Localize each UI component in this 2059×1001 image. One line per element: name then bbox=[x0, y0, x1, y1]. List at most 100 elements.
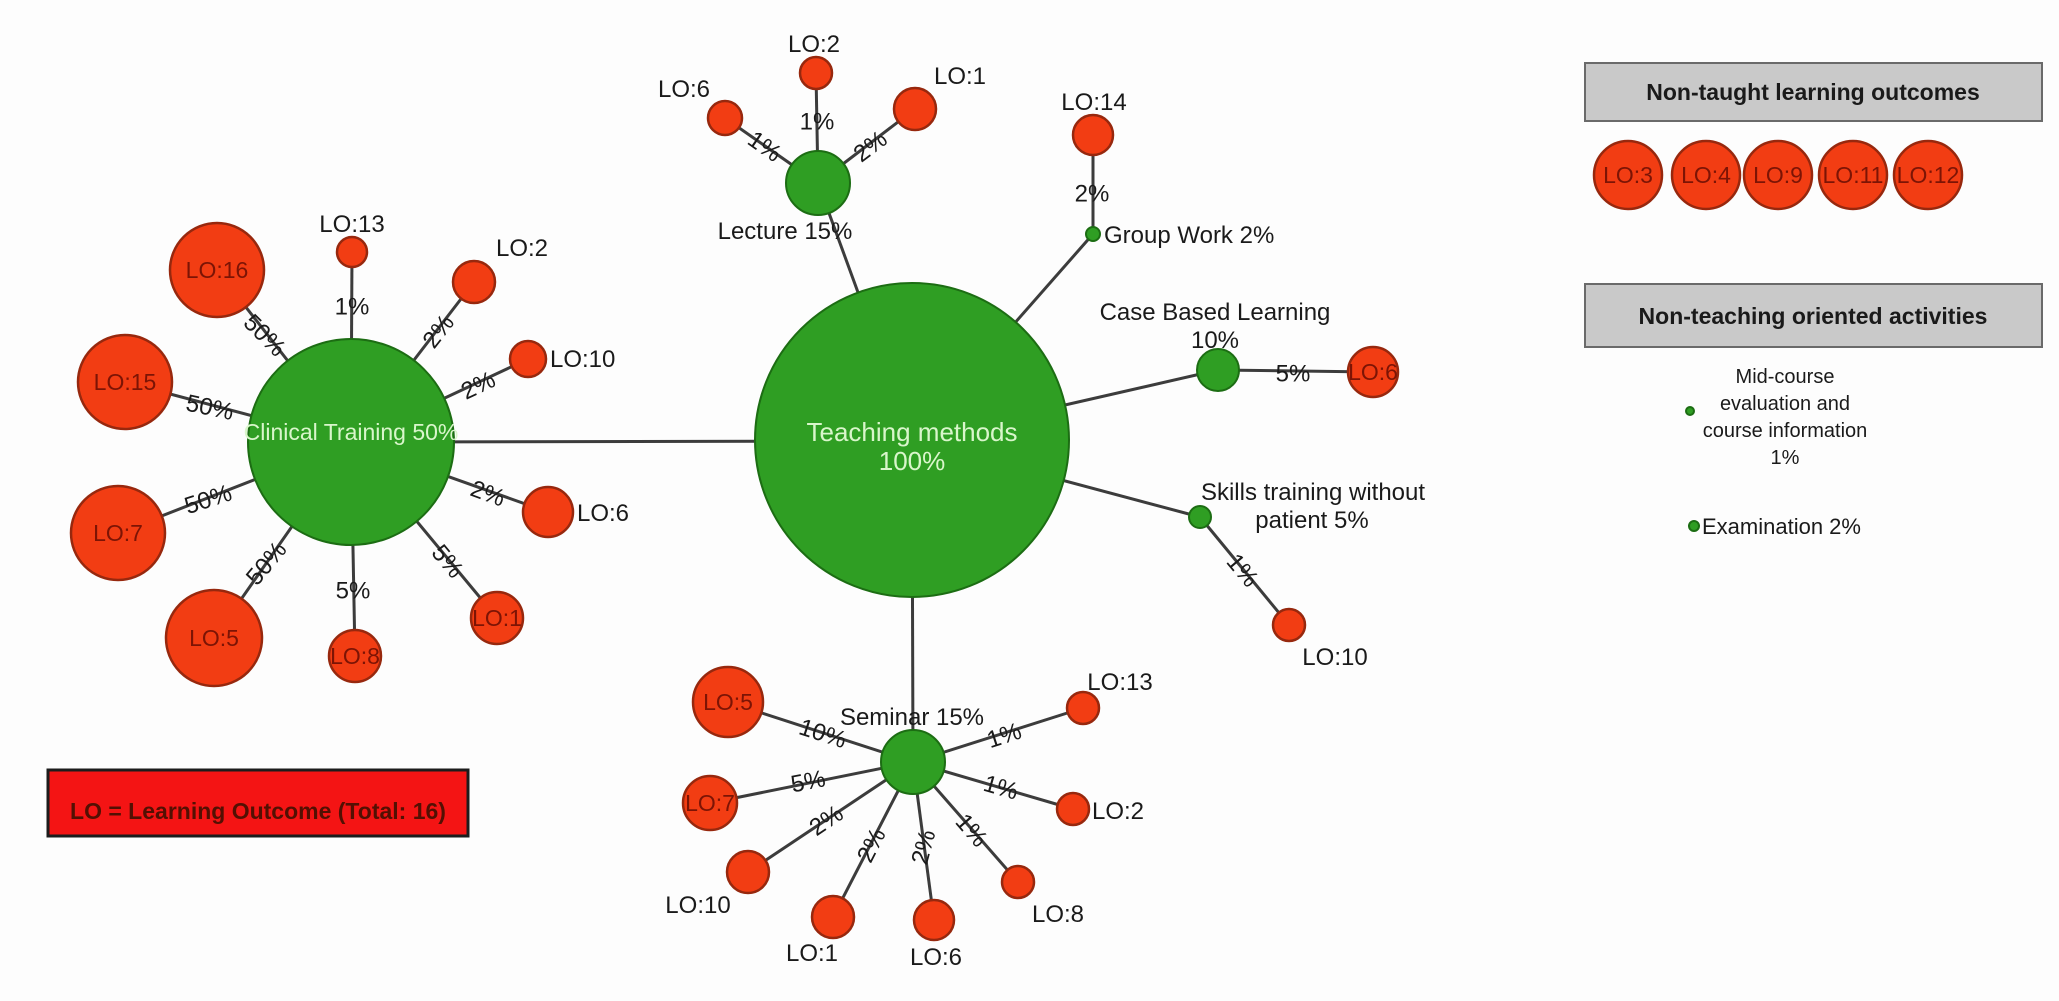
outcome-outer-labels: LO:13 LO:2 LO:10 LO:6 LO:6 LO:2 LO:1 LO:… bbox=[319, 31, 1367, 971]
edge-label: 1% bbox=[335, 293, 370, 320]
node-clinical-lo13 bbox=[335, 235, 369, 269]
edge-label: 5% bbox=[789, 765, 828, 798]
lo-label: LO:2 bbox=[496, 235, 548, 262]
edge-label: 5% bbox=[336, 577, 371, 604]
node-examination-dot bbox=[1688, 520, 1700, 532]
node-lecture-lo6 bbox=[706, 99, 744, 137]
node-lecture-lo2 bbox=[798, 55, 834, 91]
outcome-nodes bbox=[69, 55, 1964, 942]
node-nontaught-lo12 bbox=[1892, 139, 1964, 211]
node-seminar bbox=[880, 729, 946, 795]
lo-label: LO:14 bbox=[1061, 89, 1126, 116]
edge-label: 2% bbox=[805, 800, 849, 842]
legend-box bbox=[46, 768, 470, 838]
node-teaching-methods bbox=[754, 282, 1070, 598]
node-seminar-lo2 bbox=[1055, 791, 1091, 827]
edge-label: 2% bbox=[457, 366, 500, 405]
node-clinical-lo10 bbox=[508, 339, 548, 379]
mid-course-line1: Mid-course bbox=[1736, 366, 1835, 388]
lo-label: LO:11 bbox=[1823, 162, 1884, 188]
edge-label: 1% bbox=[984, 718, 1025, 754]
lo-label: LO:1 bbox=[786, 940, 838, 967]
node-clinical-lo7 bbox=[69, 484, 167, 582]
lo-label: LO:8 bbox=[1032, 901, 1084, 928]
lo-label: LO:6 bbox=[577, 500, 629, 527]
node-group-work bbox=[1085, 226, 1101, 242]
node-nontaught-lo3 bbox=[1592, 139, 1664, 211]
lo-label: LO:13 bbox=[319, 211, 384, 238]
node-casebased-lo6 bbox=[1346, 345, 1400, 399]
node-clinical-lo2 bbox=[451, 259, 497, 305]
lo-label: LO:9 bbox=[1753, 162, 1803, 188]
node-groupwork-lo14 bbox=[1071, 113, 1115, 157]
node-skills-training bbox=[1188, 505, 1212, 529]
skills-label-line2: patient 5% bbox=[1255, 507, 1368, 534]
lo-label: LO:6 bbox=[658, 76, 710, 103]
node-mid-course-dot bbox=[1685, 406, 1695, 416]
lo-label: LO:12 bbox=[1897, 162, 1960, 188]
edge-seminar-lo10 bbox=[747, 760, 914, 874]
legend: LO = Learning Outcome (Total: 16) bbox=[46, 768, 470, 838]
lo-label: LO:10 bbox=[665, 892, 730, 919]
right-panel: Non-taught learning outcomes Non-teachin… bbox=[1584, 62, 2043, 539]
node-clinical-lo8 bbox=[327, 628, 383, 684]
group-work-label: Group Work 2% bbox=[1104, 222, 1274, 249]
node-seminar-lo10 bbox=[725, 849, 771, 895]
edge-label: 1% bbox=[743, 126, 787, 168]
node-seminar-lo7 bbox=[681, 774, 739, 832]
lo-label: LO:7 bbox=[685, 790, 735, 816]
lo-label: LO:16 bbox=[186, 257, 249, 283]
edge-label: 2% bbox=[1075, 180, 1110, 207]
node-seminar-lo5 bbox=[691, 665, 765, 739]
node-nontaught-lo11 bbox=[1817, 139, 1889, 211]
lo-label: LO:4 bbox=[1681, 162, 1731, 188]
lo-label: LO:6 bbox=[910, 944, 962, 971]
edge-label: 50% bbox=[241, 536, 293, 590]
lo-label: LO:3 bbox=[1603, 162, 1653, 188]
edge-label: 5% bbox=[1276, 360, 1311, 387]
node-seminar-lo13 bbox=[1065, 690, 1101, 726]
non-taught-header-box bbox=[1584, 62, 2043, 122]
edge-label: 1% bbox=[800, 108, 835, 135]
seminar-label: Seminar 15% bbox=[840, 704, 984, 731]
lo-label: LO:10 bbox=[1302, 644, 1367, 671]
lo-label: LO:5 bbox=[189, 625, 239, 651]
node-seminar-lo6 bbox=[912, 898, 956, 942]
lo-label: LO:2 bbox=[788, 31, 840, 58]
examination-label: Examination 2% bbox=[1702, 514, 1861, 539]
lo-label: LO:10 bbox=[550, 346, 615, 373]
edge-label: 1% bbox=[980, 770, 1021, 806]
clinical-training-label: Clinical Training 50% bbox=[244, 419, 459, 445]
node-case-based-learning bbox=[1196, 348, 1240, 392]
node-seminar-lo1 bbox=[810, 894, 856, 940]
mid-course-line3: course information bbox=[1703, 420, 1868, 442]
case-based-label-line2: 10% bbox=[1191, 327, 1239, 354]
non-teaching-header-box bbox=[1584, 283, 2043, 348]
edge-label: 2% bbox=[467, 475, 509, 512]
node-clinical-lo6 bbox=[521, 485, 575, 539]
edge-label: 2% bbox=[906, 827, 941, 867]
node-skills-lo10 bbox=[1271, 607, 1307, 643]
node-nontaught-lo4 bbox=[1670, 139, 1742, 211]
node-seminar-lo8 bbox=[1000, 864, 1036, 900]
lo-label: LO:15 bbox=[94, 369, 157, 395]
edge-label: 2% bbox=[852, 824, 892, 867]
mid-course-line4: 1% bbox=[1771, 447, 1800, 469]
node-clinical-training bbox=[247, 338, 455, 546]
non-taught-header: Non-taught learning outcomes bbox=[1646, 79, 1980, 105]
node-clinical-lo16 bbox=[168, 221, 266, 319]
mid-course-line2: evaluation and bbox=[1720, 393, 1850, 415]
non-teaching-header: Non-teaching oriented activities bbox=[1639, 303, 1988, 329]
lo-label: LO:8 bbox=[330, 643, 380, 669]
node-lecture bbox=[785, 150, 851, 216]
lo-label: LO:7 bbox=[93, 520, 143, 546]
lecture-label: Lecture 15% bbox=[718, 218, 853, 245]
outcome-inner-labels: LO:16 LO:15 LO:7 LO:5 LO:1 LO:8 LO:6 LO:… bbox=[93, 162, 1959, 816]
method-nodes bbox=[247, 150, 1700, 795]
teaching-methods-label-line2: 100% bbox=[879, 446, 946, 476]
lo-label: LO:1 bbox=[934, 63, 986, 90]
edge-skills-lo10 bbox=[1198, 516, 1291, 626]
lo-label: LO:6 bbox=[1348, 359, 1398, 385]
